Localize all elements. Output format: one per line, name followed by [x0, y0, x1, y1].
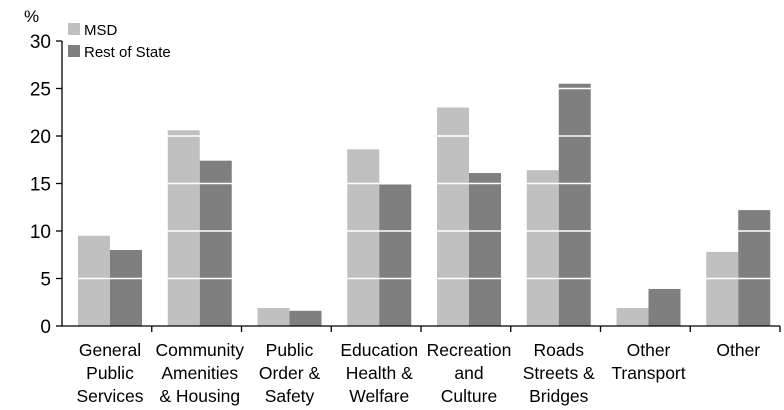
y-tick-label: 5	[40, 270, 51, 291]
legend-label: MSD	[84, 22, 118, 39]
bar-rest-of-state	[289, 310, 322, 326]
bar-msd	[257, 307, 290, 326]
y-axis: 0 5 10 15 20 25 30	[30, 32, 63, 338]
bar-rest-of-state	[110, 250, 142, 326]
bars	[78, 83, 771, 326]
y-axis-unit-label: %	[24, 7, 39, 26]
category-label: Public Order & Safety	[259, 340, 321, 406]
bar-msd	[78, 235, 110, 326]
category-label: Community Amenities & Housing	[156, 340, 245, 406]
y-tick-label: 30	[30, 32, 51, 53]
bar-msd	[167, 130, 200, 326]
category-label: Roads Streets & Bridges	[523, 340, 595, 406]
bar-rest-of-state	[558, 83, 591, 326]
category-label: Education Health & Welfare	[340, 340, 418, 406]
y-tick-label: 15	[30, 175, 51, 196]
legend-label: Rest of State	[84, 44, 171, 61]
bar-rest-of-state	[379, 184, 412, 326]
category-label: Other	[716, 340, 760, 360]
bar-msd	[347, 149, 380, 326]
bar-msd	[526, 170, 559, 326]
bar-msd	[616, 307, 649, 326]
category-label: General Public Services	[76, 340, 143, 406]
bar-rest-of-state	[738, 210, 771, 326]
legend: MSD Rest of State	[68, 22, 171, 61]
y-tick-label: 0	[40, 317, 51, 338]
bar-msd	[437, 107, 469, 326]
bar-rest-of-state	[469, 173, 501, 326]
gridlines	[63, 40, 780, 280]
bar-rest-of-state	[648, 288, 681, 326]
legend-swatch	[68, 45, 80, 57]
category-label: Recreation and Culture	[427, 340, 512, 406]
category-label: Other Transport	[611, 340, 685, 383]
y-tick-label: 20	[30, 127, 51, 148]
x-axis	[62, 325, 781, 332]
legend-swatch	[68, 23, 80, 35]
y-tick-label: 25	[30, 80, 51, 101]
bar-msd	[706, 251, 739, 326]
y-tick-label: 10	[30, 222, 51, 243]
bar-rest-of-state	[199, 160, 232, 326]
